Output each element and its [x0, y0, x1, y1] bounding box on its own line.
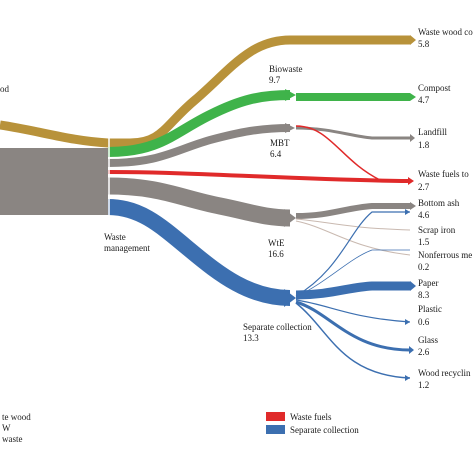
output-scrap-iron-value: 1.5: [418, 237, 430, 247]
hub-label-line1: Waste: [104, 232, 126, 242]
legend-right: Waste fuels Separate collection: [266, 412, 359, 435]
separate-collection-value: 13.3: [243, 333, 259, 343]
arrow-bottom-ash: [410, 202, 416, 210]
flow-landfill: [295, 126, 410, 140]
output-glass-label: Glass: [418, 335, 438, 345]
flow-mbt-to-fuels: [295, 125, 409, 182]
flow-grey-source: [0, 148, 108, 215]
legend-waste-fuels-swatch: [266, 412, 285, 421]
arrow-landfill: [410, 134, 415, 142]
output-nonferrous-value: 0.2: [418, 262, 429, 272]
output-landfill-label: Landfill: [418, 127, 447, 137]
output-glass-value: 2.6: [418, 347, 430, 357]
output-compost-label: Compost: [418, 83, 451, 93]
flow-biowaste: [107, 90, 291, 157]
output-paper-label: Paper: [418, 278, 439, 288]
output-compost-value: 4.7: [418, 95, 430, 105]
legend-waste-fuels-label: Waste fuels: [290, 412, 332, 422]
arrow-mbt-node: [285, 123, 295, 133]
flow-bands: [0, 35, 416, 381]
wte-value: 16.6: [268, 249, 284, 259]
arrow-scrap-iron: [405, 209, 410, 215]
flow-separate-collection: [107, 199, 291, 306]
hub-label-line2: management: [104, 243, 150, 253]
biowaste-label: Biowaste: [269, 64, 303, 74]
output-wood-recycling-value: 1.2: [418, 380, 429, 390]
source-wood-label: od: [0, 84, 10, 94]
output-paper-value: 8.3: [418, 290, 430, 300]
arrow-biowaste-node: [285, 89, 296, 101]
arrow-compost: [410, 93, 416, 101]
output-wood-recycling-label: Wood recyclin: [418, 368, 471, 378]
node-labels: od Waste management Biowaste 9.7 MBT 6.4…: [0, 64, 312, 343]
flow-scrap-iron: [295, 211, 410, 297]
hub-label: Waste management: [104, 232, 150, 253]
arrow-wte-node: [284, 209, 296, 227]
arrow-glass: [409, 346, 414, 354]
output-plastic-value: 0.6: [418, 317, 430, 327]
arrow-separate-node: [284, 289, 296, 307]
arrow-paper: [410, 281, 416, 291]
output-scrap-iron-label: Scrap iron: [418, 225, 456, 235]
flow-mbt: [107, 124, 291, 167]
output-waste-wood-label: Waste wood co: [418, 27, 473, 37]
output-waste-fuels-value: 2.7: [418, 182, 430, 192]
flow-paper: [295, 281, 410, 300]
arrow-wood-recycling: [405, 375, 410, 381]
legend-separate-collection-swatch: [266, 425, 285, 434]
flow-wte-nonferrous: [295, 220, 411, 256]
flow-wood-source: [0, 120, 130, 148]
legend-left: te wood W waste: [2, 412, 31, 444]
output-waste-wood-value: 5.8: [418, 39, 430, 49]
legend-left-item-2: W: [2, 423, 11, 433]
arrow-waste-wood: [410, 35, 416, 45]
output-landfill-value: 1.8: [418, 140, 430, 150]
flow-nonferrous: [295, 249, 410, 298]
flow-wte: [107, 177, 291, 227]
arrow-waste-fuels: [408, 177, 414, 185]
legend-separate-collection-label: Separate collection: [290, 425, 359, 435]
output-nonferrous-label: Nonferrous me: [418, 250, 472, 260]
output-labels: Waste wood co 5.8 Compost 4.7 Landfill 1…: [418, 27, 473, 390]
mbt-label: MBT: [270, 138, 290, 148]
output-waste-fuels-label: Waste fuels to: [418, 169, 469, 179]
output-bottom-ash-label: Bottom ash: [418, 198, 460, 208]
legend-left-item-3: waste: [2, 434, 23, 444]
arrow-plastic: [405, 319, 410, 325]
separate-collection-label: Separate collection: [243, 322, 312, 332]
wte-label: WtE: [268, 238, 285, 248]
flow-wte-scrap: [295, 218, 411, 231]
flow-glass: [295, 300, 411, 352]
mbt-value: 6.4: [270, 149, 282, 159]
flow-wood-to-output: [129, 35, 410, 148]
biowaste-value: 9.7: [269, 75, 281, 85]
legend-left-item-1: te wood: [2, 412, 31, 422]
flow-waste-fuels: [107, 170, 409, 183]
flow-wood-recycling: [295, 302, 411, 379]
output-bottom-ash-value: 4.6: [418, 210, 430, 220]
output-plastic-label: Plastic: [418, 304, 442, 314]
flow-plastic: [295, 299, 411, 323]
flow-bottom-ash: [295, 203, 410, 219]
